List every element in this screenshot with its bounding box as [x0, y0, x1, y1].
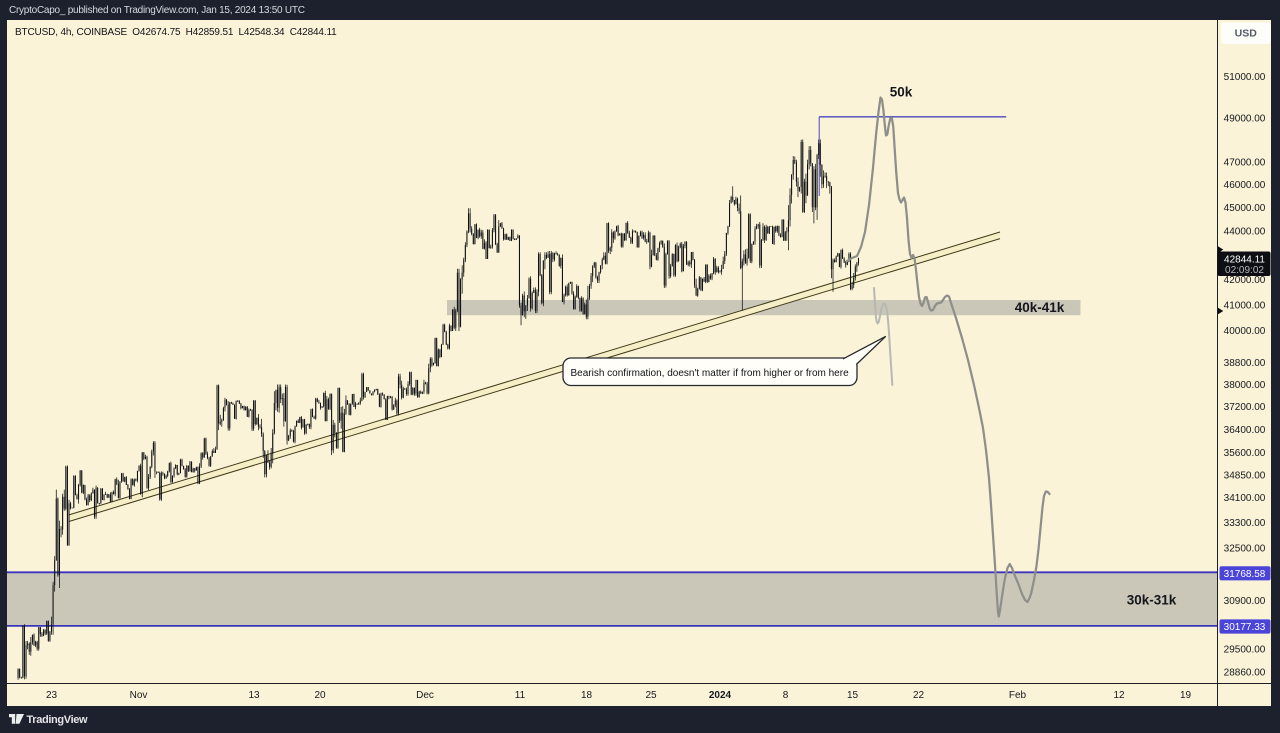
svg-text:34850.00: 34850.00 — [1224, 470, 1266, 481]
svg-text:13: 13 — [248, 690, 260, 701]
svg-text:35600.00: 35600.00 — [1224, 448, 1266, 459]
svg-text:19: 19 — [1180, 690, 1192, 701]
svg-text:31768.58: 31768.58 — [1224, 569, 1266, 580]
svg-text:18: 18 — [581, 690, 593, 701]
svg-text:02:09:02: 02:09:02 — [1225, 265, 1264, 276]
svg-text:2024: 2024 — [709, 690, 732, 701]
svg-text:34100.00: 34100.00 — [1224, 493, 1266, 504]
svg-text:33300.00: 33300.00 — [1224, 518, 1266, 529]
svg-text:49000.00: 49000.00 — [1224, 114, 1266, 125]
svg-text:42844.11: 42844.11 — [1224, 255, 1265, 266]
svg-text:30177.33: 30177.33 — [1224, 622, 1266, 633]
svg-text:30900.00: 30900.00 — [1224, 596, 1266, 607]
svg-text:40000.00: 40000.00 — [1224, 326, 1266, 337]
svg-text:37200.00: 37200.00 — [1224, 402, 1266, 413]
svg-text:51000.00: 51000.00 — [1224, 72, 1266, 83]
svg-text:41000.00: 41000.00 — [1224, 300, 1266, 311]
svg-text:36400.00: 36400.00 — [1224, 425, 1266, 436]
svg-text:22: 22 — [913, 690, 925, 701]
svg-text:32500.00: 32500.00 — [1224, 543, 1266, 554]
svg-text:38000.00: 38000.00 — [1224, 380, 1266, 391]
svg-text:42000.00: 42000.00 — [1224, 275, 1266, 286]
svg-text:38800.00: 38800.00 — [1224, 358, 1266, 369]
svg-text:8: 8 — [783, 690, 789, 701]
svg-text:40k-41k: 40k-41k — [1015, 300, 1065, 315]
svg-text:Bearish confirmation, doesn't: Bearish confirmation, doesn't matter if … — [571, 368, 850, 379]
svg-text:USD: USD — [1235, 28, 1258, 40]
svg-text:11: 11 — [515, 690, 526, 701]
svg-text:45000.00: 45000.00 — [1224, 203, 1266, 214]
svg-text:Feb: Feb — [1009, 690, 1027, 701]
svg-text:23: 23 — [46, 690, 58, 701]
svg-text:44000.00: 44000.00 — [1224, 226, 1266, 237]
svg-text:12: 12 — [1113, 690, 1125, 701]
svg-text:46000.00: 46000.00 — [1224, 180, 1266, 191]
svg-text:28860.00: 28860.00 — [1224, 667, 1266, 678]
svg-text:50k: 50k — [890, 85, 913, 100]
svg-text:20: 20 — [314, 690, 326, 701]
svg-text:47000.00: 47000.00 — [1224, 157, 1266, 168]
svg-text:30k-31k: 30k-31k — [1127, 593, 1177, 608]
svg-text:29500.00: 29500.00 — [1224, 645, 1266, 656]
svg-text:Dec: Dec — [416, 690, 434, 701]
svg-text:Nov: Nov — [130, 690, 148, 701]
svg-text:15: 15 — [847, 690, 859, 701]
svg-text:25: 25 — [645, 690, 657, 701]
